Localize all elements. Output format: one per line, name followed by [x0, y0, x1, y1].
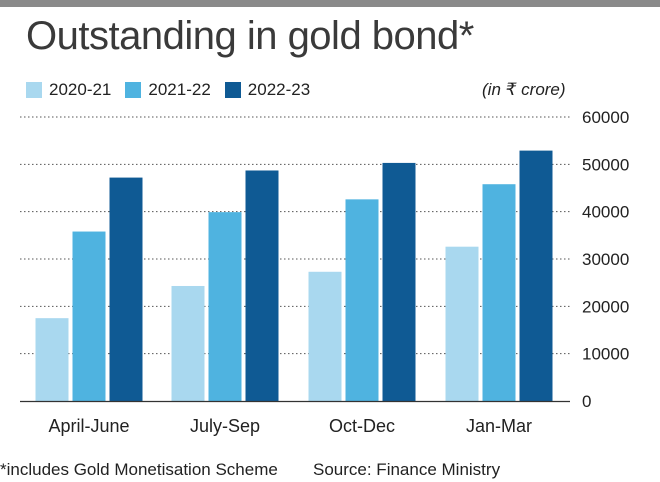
legend-label-2022-23: 2022-23	[247, 80, 311, 99]
bar-2020-21	[171, 285, 205, 401]
bar-2022-23	[245, 170, 279, 401]
x-tick-label: July-Sep	[190, 416, 260, 436]
legend-item-2022-23: 2022-23	[224, 80, 311, 100]
legend-label-2021-22: 2021-22	[148, 80, 211, 99]
top-bar	[0, 0, 660, 7]
legend: 2020-21 2021-22 2022-23	[26, 80, 324, 100]
bar-2021-22	[345, 199, 379, 401]
chart-title: Outstanding in gold bond*	[26, 14, 474, 58]
x-tick-label: Jan-Mar	[466, 416, 532, 436]
bar-2022-23	[382, 162, 416, 401]
footnote: *includes Gold Monetisation Scheme	[0, 460, 278, 479]
legend-item-2021-22: 2021-22	[125, 80, 211, 100]
bar-2021-22	[72, 231, 106, 401]
legend-item-2020-21: 2020-21	[26, 80, 111, 100]
legend-swatch-2022-23	[224, 82, 241, 98]
bar-2021-22	[208, 212, 242, 401]
x-tick-label: April-June	[48, 416, 129, 436]
legend-label-2020-21: 2020-21	[49, 80, 112, 99]
legend-swatch-2020-21	[26, 82, 42, 98]
source-note: Source: Finance Ministry	[313, 460, 501, 479]
y-tick-label: 30000	[582, 250, 629, 269]
bar-2020-21	[35, 318, 69, 401]
x-tick-label: Oct-Dec	[329, 416, 395, 436]
bar-2021-22	[482, 184, 516, 401]
y-tick-label: 10000	[582, 345, 629, 364]
y-tick-label: 0	[582, 392, 591, 411]
legend-swatch-2021-22	[125, 82, 142, 98]
bar-2020-21	[445, 246, 479, 401]
bar-2020-21	[308, 271, 342, 401]
y-tick-label: 40000	[582, 203, 629, 222]
bar-2022-23	[109, 177, 143, 401]
bar-2022-23	[519, 150, 553, 401]
y-tick-label: 60000	[582, 108, 629, 127]
unit-note: (in ₹ crore)	[482, 80, 566, 99]
y-tick-label: 20000	[582, 297, 629, 316]
y-tick-label: 50000	[582, 155, 629, 174]
